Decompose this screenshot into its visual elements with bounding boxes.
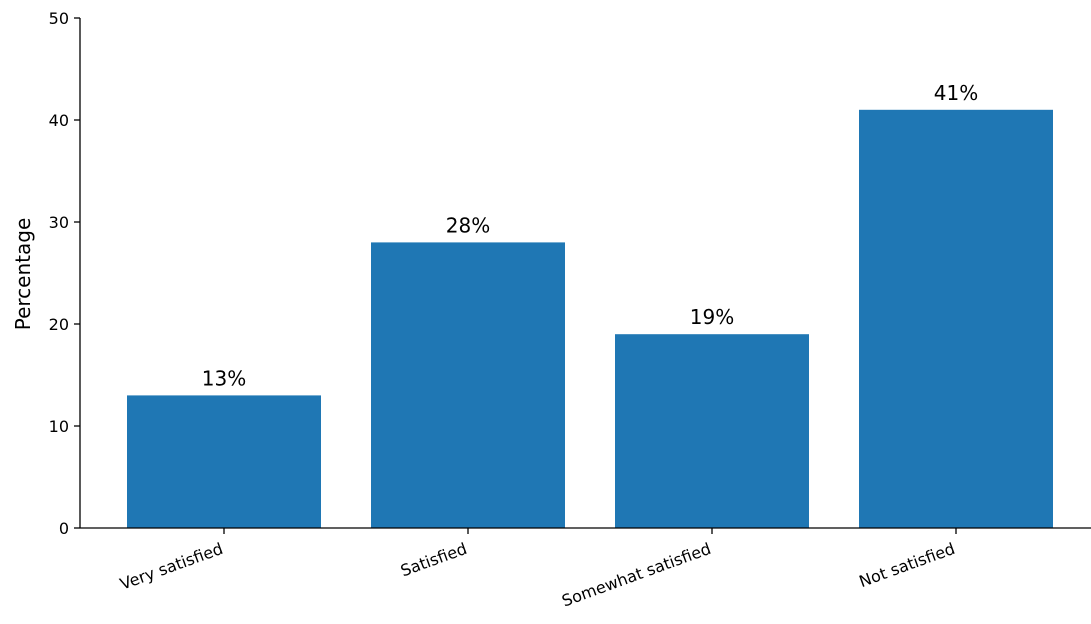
x-tick-label: Satisfied (398, 539, 469, 580)
bar (615, 334, 809, 528)
bar-value-label: 19% (690, 305, 734, 329)
y-tick-label: 50 (49, 9, 69, 28)
bar-value-label: 13% (202, 366, 246, 390)
bar-value-label: 28% (446, 213, 490, 237)
x-tick-label: Not satisfied (857, 539, 958, 591)
bar-value-label: 41% (934, 81, 978, 105)
x-axis: Very satisfied Satisfied Somewhat satisfie… (117, 528, 957, 610)
bar (127, 395, 321, 528)
y-axis-label: Percentage (11, 218, 35, 331)
x-tick-label: Very satisfied (117, 539, 225, 594)
bars-group (127, 109, 1053, 529)
x-tick-label: Somewhat satisfied (559, 539, 713, 611)
y-tick-label: 10 (49, 417, 69, 436)
bar (859, 109, 1053, 529)
y-tick-label: 40 (49, 111, 69, 130)
y-tick-label: 20 (49, 315, 69, 334)
bar-labels-group: 13% 28% 19% 41% (202, 81, 978, 391)
y-axis: 0 10 20 30 40 50 (49, 9, 80, 538)
y-tick-label: 0 (59, 519, 69, 538)
bar (371, 242, 565, 528)
y-tick-label: 30 (49, 213, 69, 232)
